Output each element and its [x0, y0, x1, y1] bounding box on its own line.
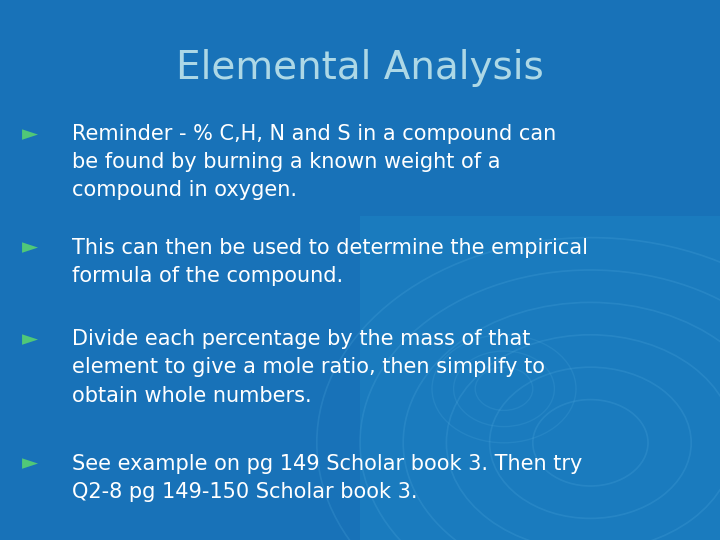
Text: formula of the compound.: formula of the compound.: [72, 266, 343, 286]
Text: Divide each percentage by the mass of that: Divide each percentage by the mass of th…: [72, 329, 531, 349]
FancyBboxPatch shape: [360, 216, 720, 540]
Text: be found by burning a known weight of a: be found by burning a known weight of a: [72, 152, 500, 172]
Text: Q2-8 pg 149-150 Scholar book 3.: Q2-8 pg 149-150 Scholar book 3.: [72, 482, 418, 502]
Text: This can then be used to determine the empirical: This can then be used to determine the e…: [72, 238, 588, 258]
Text: obtain whole numbers.: obtain whole numbers.: [72, 386, 312, 406]
Text: ►: ►: [22, 454, 37, 474]
Text: compound in oxygen.: compound in oxygen.: [72, 180, 297, 200]
Text: ►: ►: [22, 238, 37, 258]
Text: See example on pg 149 Scholar book 3. Then try: See example on pg 149 Scholar book 3. Th…: [72, 454, 582, 474]
Text: Reminder - % C,H, N and S in a compound can: Reminder - % C,H, N and S in a compound …: [72, 124, 557, 144]
Text: element to give a mole ratio, then simplify to: element to give a mole ratio, then simpl…: [72, 357, 545, 377]
Text: ►: ►: [22, 124, 37, 144]
Text: ►: ►: [22, 329, 37, 349]
Text: Elemental Analysis: Elemental Analysis: [176, 49, 544, 86]
